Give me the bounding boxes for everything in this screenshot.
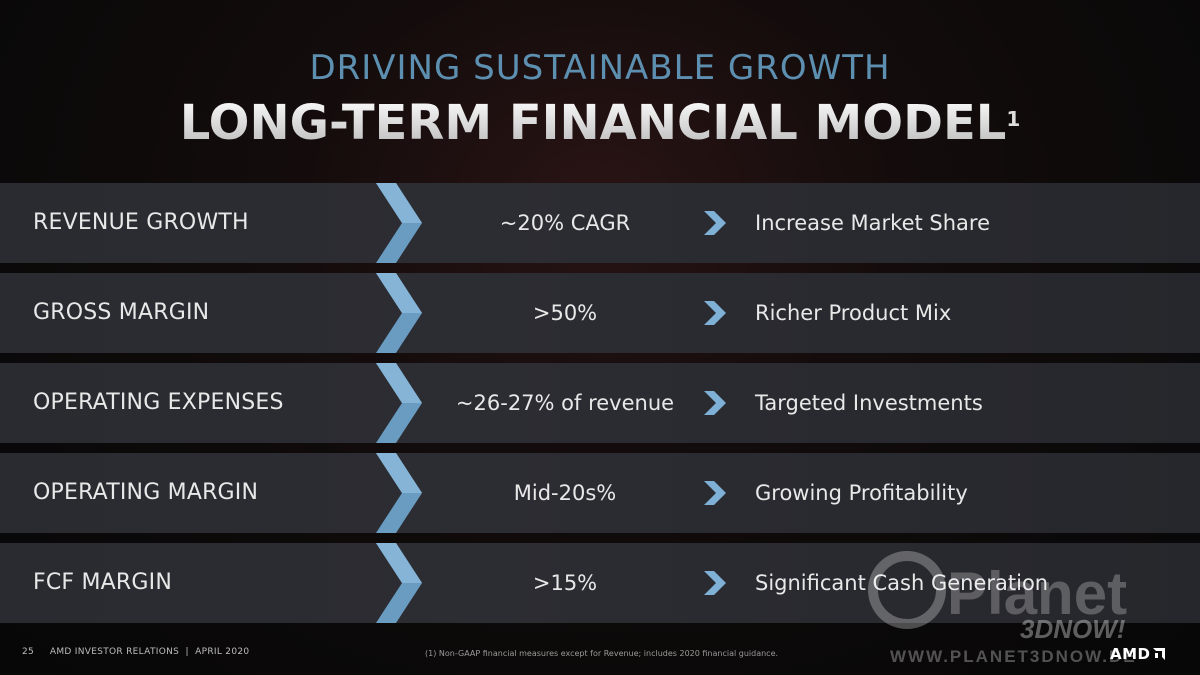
table-row: OPERATING EXPENSES ~26-27% of revenue Ta… — [0, 363, 1200, 443]
footer-separator: | — [185, 647, 189, 657]
row-value: >50% — [532, 301, 598, 325]
row-description: Targeted Investments — [755, 391, 983, 415]
row-metric: FCF MARGIN — [33, 570, 172, 595]
chevron-right-icon — [376, 363, 422, 443]
table-row: GROSS MARGIN >50% Richer Product Mix — [0, 273, 1200, 353]
chevron-right-icon — [704, 301, 726, 325]
page-number: 25 — [22, 647, 35, 657]
row-description: Richer Product Mix — [755, 301, 952, 325]
row-metric: REVENUE GROWTH — [33, 210, 249, 235]
row-value: Mid-20s% — [513, 481, 617, 505]
slide-title: LONG-TERM FINANCIAL MODEL1 — [0, 96, 1200, 150]
slide-footer: 25 AMD INVESTOR RELATIONS | APRIL 2020 — [22, 647, 249, 657]
chevron-right-icon — [704, 571, 726, 595]
row-metric: GROSS MARGIN — [33, 300, 210, 325]
row-description: Increase Market Share — [755, 211, 991, 235]
watermark-url: WWW.PLANET3DNOW.DE — [890, 647, 1137, 666]
chevron-right-icon — [376, 183, 422, 263]
chevron-right-icon — [704, 481, 726, 505]
row-metric: OPERATING MARGIN — [33, 480, 259, 505]
row-value: ~20% CAGR — [499, 211, 631, 235]
footnote-text: (1) Non-GAAP financial measures except f… — [425, 649, 779, 658]
chevron-right-icon — [376, 273, 422, 353]
row-metric: OPERATING EXPENSES — [33, 390, 284, 415]
slide-title-text: LONG-TERM FINANCIAL MODEL — [179, 95, 1007, 151]
amd-logo: AMD — [1110, 645, 1165, 663]
chevron-right-icon — [376, 453, 422, 533]
footnote-marker: 1 — [1006, 107, 1021, 131]
row-value: >15% — [532, 571, 598, 595]
chevron-right-icon — [704, 211, 726, 235]
table-row: FCF MARGIN >15% Significant Cash Generat… — [0, 543, 1200, 623]
row-description: Growing Profitability — [755, 481, 968, 505]
row-description: Significant Cash Generation — [755, 571, 1049, 595]
title-block: DRIVING SUSTAINABLE GROWTH LONG-TERM FIN… — [0, 48, 1200, 150]
table-row: REVENUE GROWTH ~20% CAGR Increase Market… — [0, 183, 1200, 263]
slide-subtitle: DRIVING SUSTAINABLE GROWTH — [309, 48, 891, 88]
amd-logo-text: AMD — [1110, 645, 1151, 663]
footer-org: AMD INVESTOR RELATIONS — [49, 647, 180, 657]
amd-arrow-icon — [1152, 648, 1165, 660]
chevron-right-icon — [704, 391, 726, 415]
chevron-right-icon — [376, 543, 422, 623]
footer-date: APRIL 2020 — [195, 647, 250, 657]
row-value: ~26-27% of revenue — [455, 391, 675, 415]
table-row: OPERATING MARGIN Mid-20s% Growing Profit… — [0, 453, 1200, 533]
